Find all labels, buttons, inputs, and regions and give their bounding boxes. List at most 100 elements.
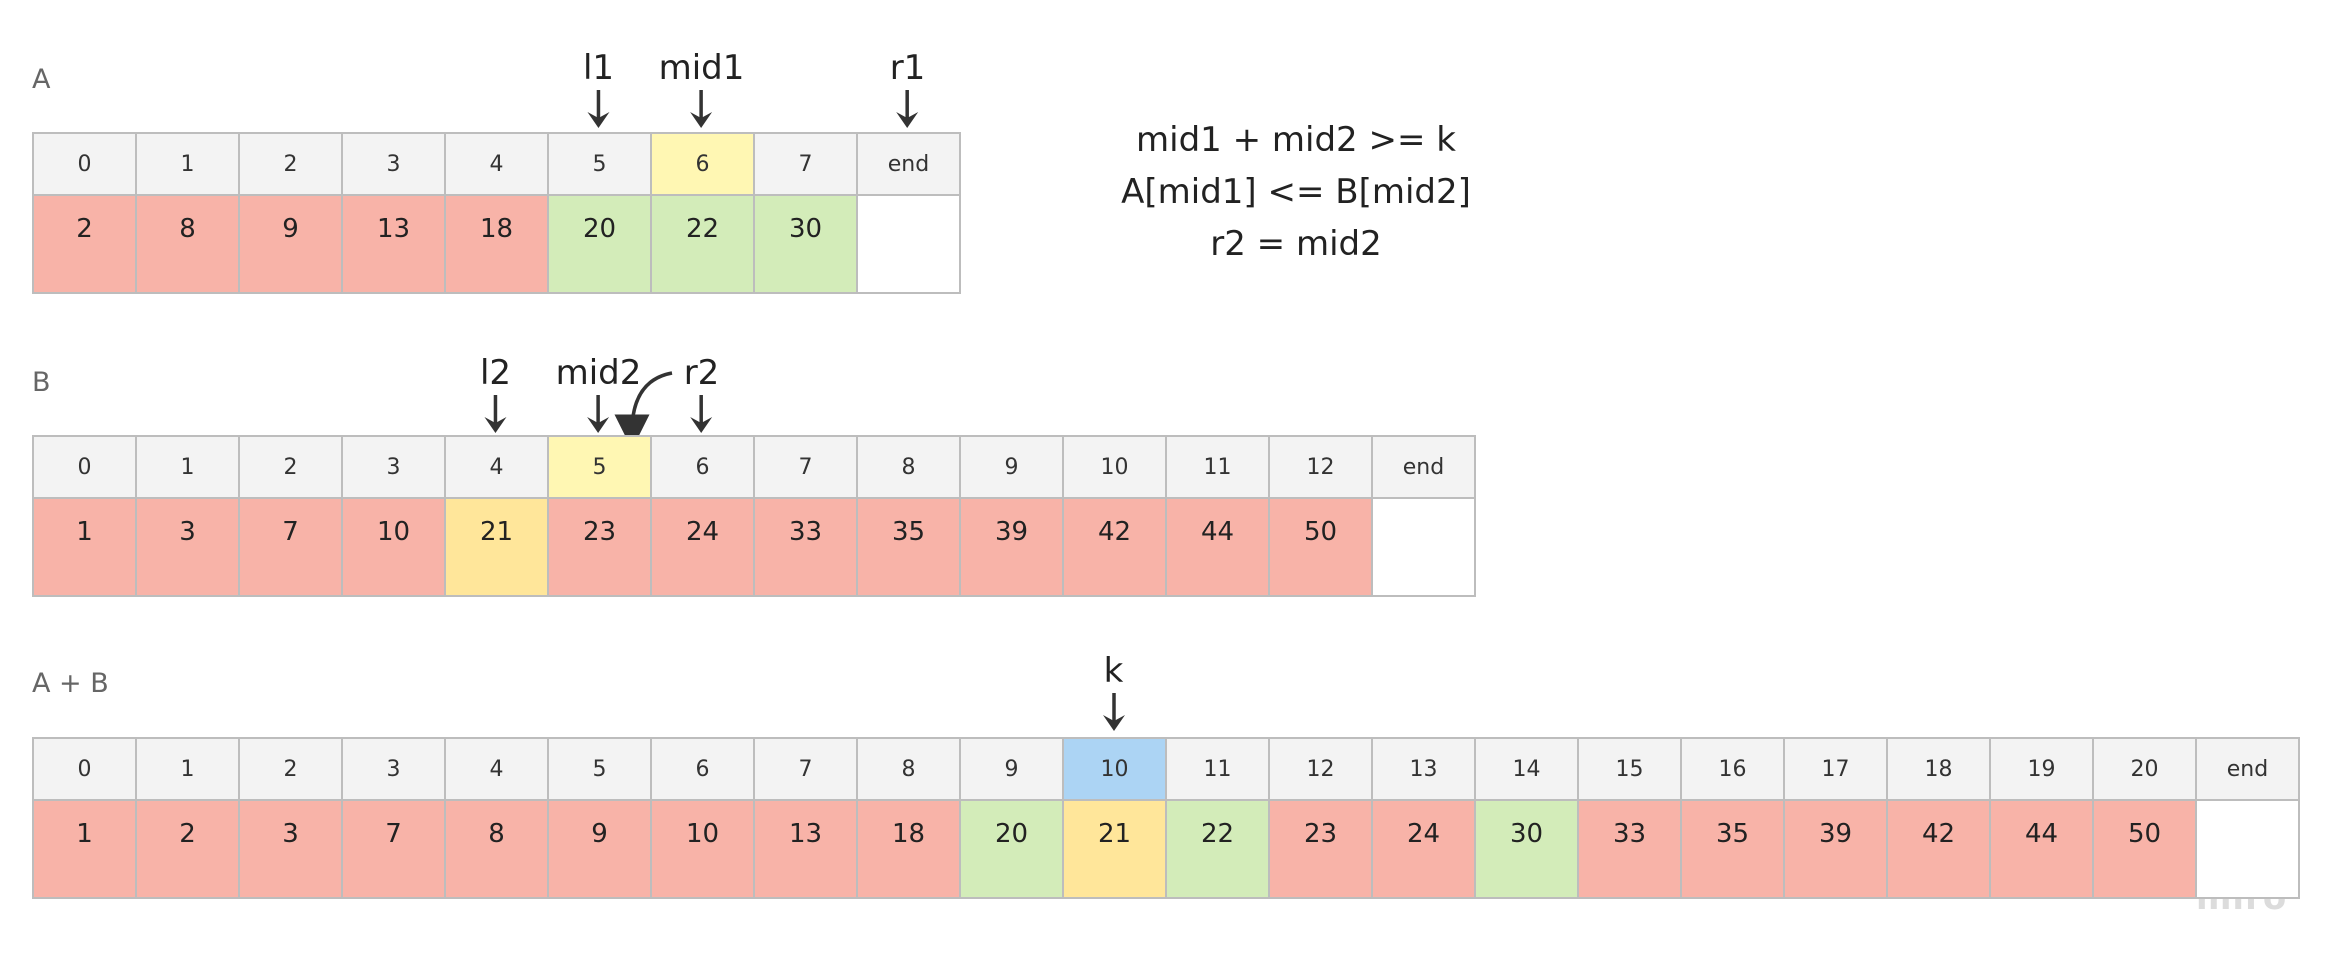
index-cell: 6 [652, 739, 755, 801]
arrow-down-icon [1102, 693, 1125, 731]
index-cell: 10 [1064, 437, 1167, 499]
value-row: 1 3 7 10 21 23 24 33 35 39 42 44 50 [34, 499, 1476, 597]
index-cell: end [1373, 437, 1476, 499]
index-cell: 2 [240, 134, 343, 196]
index-row: 0 1 2 3 4 5 6 7 8 9 10 11 12 end [34, 437, 1476, 499]
pointer-label: mid2 [555, 353, 642, 393]
value-cell: 33 [1579, 801, 1682, 899]
index-cell: 9 [961, 739, 1064, 801]
index-cell: 12 [1270, 739, 1373, 801]
array-b-label: B [32, 367, 51, 398]
value-cell: 10 [652, 801, 755, 899]
value-cell: 1 [34, 801, 137, 899]
index-cell: 0 [34, 437, 137, 499]
value-cell: 33 [755, 499, 858, 597]
value-cell: 1 [34, 499, 137, 597]
value-cell: 8 [446, 801, 549, 899]
value-cell: 8 [137, 196, 240, 294]
index-cell: 19 [1991, 739, 2094, 801]
index-cell: 18 [1888, 739, 1991, 801]
index-cell: 0 [34, 134, 137, 196]
value-cell: 3 [240, 801, 343, 899]
value-cell: 2 [34, 196, 137, 294]
value-cell: 9 [549, 801, 652, 899]
pointer-r2: r2 [683, 353, 720, 435]
value-cell: 44 [1991, 801, 2094, 899]
value-cell: 50 [2094, 801, 2197, 899]
value-cell: 18 [446, 196, 549, 294]
value-cell: 20 [549, 196, 652, 294]
value-cell: 10 [343, 499, 446, 597]
index-cell: 3 [343, 134, 446, 196]
index-cell: 11 [1167, 739, 1270, 801]
arrow-down-icon [690, 90, 713, 128]
index-cell: 6 [652, 134, 755, 196]
index-cell: 4 [446, 134, 549, 196]
index-cell: 0 [34, 739, 137, 801]
index-cell: 1 [137, 437, 240, 499]
value-cell: 30 [755, 196, 858, 294]
value-cell: 21 [446, 499, 549, 597]
pointer-label: k [1103, 651, 1124, 691]
pointer-k: k [1100, 651, 1128, 733]
index-cell: 20 [2094, 739, 2197, 801]
value-cell: 22 [652, 196, 755, 294]
index-cell: 17 [1785, 739, 1888, 801]
value-cell: 21 [1064, 801, 1167, 899]
value-cell: 2 [137, 801, 240, 899]
arrow-down-icon [587, 395, 610, 433]
index-cell: end [858, 134, 961, 196]
condition-line-2: A[mid1] <= B[mid2] [1121, 172, 1471, 212]
pointer-r1: r1 [889, 48, 926, 130]
index-cell: 5 [549, 134, 652, 196]
index-cell: 14 [1476, 739, 1579, 801]
pointer-label: l1 [582, 48, 615, 88]
value-cell: 30 [1476, 801, 1579, 899]
index-row: 0 1 2 3 4 5 6 7 8 9 10 11 12 13 14 15 16 17 18 19 20 end [34, 739, 2300, 801]
index-cell: 3 [343, 739, 446, 801]
value-cell [2197, 801, 2300, 899]
index-cell: 4 [446, 739, 549, 801]
value-cell: 23 [1270, 801, 1373, 899]
index-cell: 13 [1373, 739, 1476, 801]
condition-text: mid1 + mid2 >= k A[mid1] <= B[mid2] r2 =… [1121, 114, 1471, 270]
array-grid: 0 1 2 3 4 5 6 7 8 9 10 11 12 13 14 15 16 17 18 19 20 end 1 2 3 7 8… [32, 737, 2300, 899]
index-cell: 5 [549, 437, 652, 499]
index-cell: 8 [858, 739, 961, 801]
value-cell: 50 [1270, 499, 1373, 597]
pointer-l1: l1 [583, 48, 614, 130]
index-cell: 10 [1064, 739, 1167, 801]
index-cell: 1 [137, 134, 240, 196]
arrow-down-icon [690, 395, 713, 433]
pointer-label: r1 [889, 48, 926, 88]
value-cell: 13 [343, 196, 446, 294]
arrow-down-icon [896, 90, 919, 128]
value-cell: 24 [652, 499, 755, 597]
value-cell: 7 [240, 499, 343, 597]
index-cell: end [2197, 739, 2300, 801]
value-cell: 42 [1064, 499, 1167, 597]
index-cell: 7 [755, 739, 858, 801]
array-sum-label: A + B [32, 668, 109, 699]
pointer-label: r2 [683, 353, 720, 393]
value-cell [1373, 499, 1476, 597]
index-cell: 3 [343, 437, 446, 499]
value-cell: 24 [1373, 801, 1476, 899]
index-cell: 12 [1270, 437, 1373, 499]
value-cell: 23 [549, 499, 652, 597]
value-cell [858, 196, 961, 294]
index-cell: 5 [549, 739, 652, 801]
index-cell: 9 [961, 437, 1064, 499]
index-cell: 2 [240, 437, 343, 499]
pointer-l2: l2 [480, 353, 511, 435]
index-cell: 2 [240, 739, 343, 801]
value-cell: 20 [961, 801, 1064, 899]
index-cell: 7 [755, 134, 858, 196]
value-cell: 7 [343, 801, 446, 899]
index-cell: 7 [755, 437, 858, 499]
value-cell: 39 [961, 499, 1064, 597]
pointer-mid1: mid1 [659, 48, 744, 130]
index-row: 0 1 2 3 4 5 6 7 end [34, 134, 961, 196]
arrow-down-icon [587, 90, 610, 128]
array-grid: 0 1 2 3 4 5 6 7 8 9 10 11 12 end 1 3 7 10 21 23 24 33 35 39 42 44… [32, 435, 1476, 597]
